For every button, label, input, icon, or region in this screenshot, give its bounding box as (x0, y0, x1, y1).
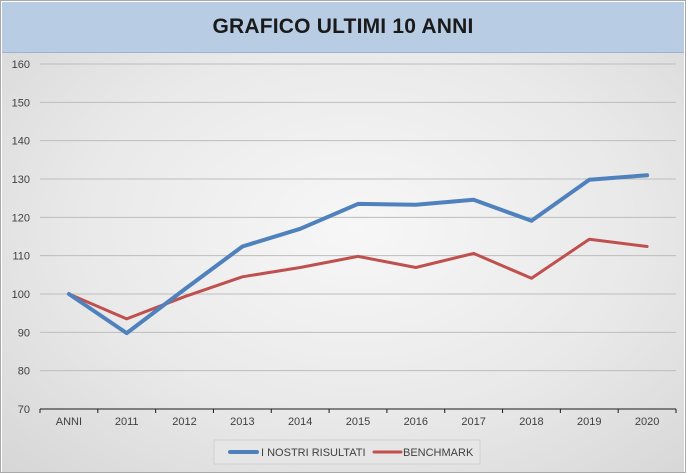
x-tick-labels: ANNI 2011 2012 2013 2014 2015 2016 2017 2018 2019… (56, 416, 660, 428)
y-tick-label: 80 (18, 366, 30, 378)
y-tick-label: 140 (12, 136, 30, 148)
x-tick-label: 2014 (288, 416, 312, 428)
chart-title: GRAFICO ULTIMI 10 ANNI (212, 15, 474, 38)
y-tick-label: 160 (12, 59, 30, 71)
x-tick-label: 2020 (635, 416, 659, 428)
series-line-nostri-risultati (66, 173, 650, 336)
x-tick-label: 2013 (230, 416, 254, 428)
x-tick-label: 2016 (404, 416, 428, 428)
x-tick-label: ANNI (56, 416, 82, 428)
series-lines (66, 173, 650, 336)
x-tick-label: 2015 (346, 416, 370, 428)
y-tick-label: 150 (12, 97, 30, 109)
title-bar: GRAFICO ULTIMI 10 ANNI (2, 2, 684, 53)
y-tick-label: 120 (12, 212, 30, 224)
legend-label: BENCHMARK (403, 447, 474, 459)
line-chart: 70 80 90 100 110 120 130 140 150 160 ANNI 2011 2012… (12, 59, 677, 465)
gridlines (40, 63, 676, 372)
y-tick-label: 110 (12, 251, 30, 263)
y-tick-labels: 70 80 90 100 110 120 130 140 150 160 (12, 59, 30, 416)
axes (39, 408, 677, 413)
x-tick-label: 2019 (577, 416, 601, 428)
y-tick-label: 90 (18, 327, 30, 339)
x-tick-label: 2012 (172, 416, 196, 428)
x-tick-label: 2011 (115, 416, 139, 428)
chart-area: 70 80 90 100 110 120 130 140 150 160 ANNI 2011 2012… (2, 53, 684, 472)
legend-label: I NOSTRI RISULTATI (261, 447, 366, 459)
legend: I NOSTRI RISULTATI BENCHMARK (213, 439, 481, 465)
y-tick-label: 130 (12, 174, 30, 186)
series-line-benchmark (67, 237, 649, 321)
x-tick-label: 2017 (461, 416, 485, 428)
y-tick-label: 70 (18, 404, 30, 416)
x-tick-label: 2018 (519, 416, 543, 428)
y-tick-label: 100 (12, 289, 30, 301)
